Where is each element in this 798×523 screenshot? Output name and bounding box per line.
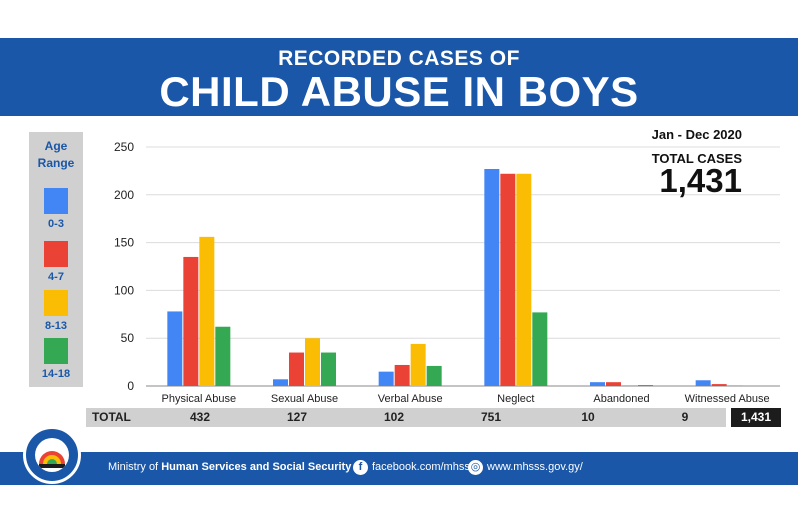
x-tick-label: Neglect [497,393,534,405]
grand-total: 1,431 [731,408,781,427]
website-link[interactable]: www.mhsss.gov.gy/ [487,461,583,473]
bar-neglect-14-18 [532,312,548,386]
bar-neglect-4-7 [500,173,516,386]
bar-physical-abuse-0-3 [167,311,183,386]
bar-physical-abuse-8-13 [199,236,215,386]
bar-sexual-abuse-4-7 [289,352,304,386]
ministry-seal-logo [23,426,81,484]
legend-swatch-8-13 [44,290,68,316]
seal-emblem [35,438,69,472]
facebook-link[interactable]: facebook.com/mhssgy [372,461,482,473]
legend-swatch-14-18 [44,338,68,364]
age-range-legend: Age Range 0-3 4-7 8-13 14-18 [29,132,83,387]
y-tick-label: 200 [114,188,134,202]
legend-swatch-4-7 [44,241,68,267]
bar-verbal-abuse-8-13 [410,343,426,386]
globe-icon: ◎ [468,460,483,475]
bar-verbal-abuse-14-18 [426,365,442,386]
bar-witnessed-abuse-8-13 [727,385,743,386]
legend-label-4-7: 4-7 [48,271,64,283]
bar-chart: 0 50 100 150 200 250 Physical Abuse Sexual Abus… [114,140,780,405]
ministry-prefix: Ministry of [108,461,162,473]
total-sexual-abuse: 127 [286,410,308,424]
title-line-1: RECORDED CASES OF [278,47,520,70]
y-tick-label: 100 [114,283,134,297]
legend-label-8-13: 8-13 [44,320,68,332]
legend-swatch-0-3 [44,188,68,214]
y-tick-label: 150 [114,236,134,250]
x-tick-label: Sexual Abuse [271,393,338,405]
ministry-title: Human Services and Social Security [161,461,352,473]
bar-sexual-abuse-14-18 [321,352,336,386]
bar-abandoned-14-18 [638,385,653,386]
y-tick-label: 50 [121,331,135,345]
x-tick-label: Abandoned [593,393,649,405]
legend-label-14-18: 14-18 [41,368,71,380]
facebook-icon: f [353,460,368,475]
footer-bar: Ministry of Human Services and Social Se… [0,452,798,485]
legend-label-0-3: 0-3 [48,218,64,230]
legend-title: Age Range [37,139,75,170]
total-neglect: 751 [480,410,502,424]
bar-abandoned-0-3 [590,382,605,386]
total-verbal-abuse: 102 [383,410,405,424]
x-tick-label: Physical Abuse [162,393,237,405]
bar-physical-abuse-4-7 [183,256,199,386]
bar-verbal-abuse-4-7 [394,364,410,386]
title-line-2: CHILD ABUSE IN BOYS [159,68,639,115]
bar-witnessed-abuse-0-3 [695,380,711,386]
ministry-name: Ministry of Human Services and Social Se… [108,461,351,473]
bar-neglect-0-3 [484,168,500,386]
bar-witnessed-abuse-4-7 [711,384,727,386]
y-tick-label: 0 [127,379,134,393]
y-tick-label: 250 [114,140,134,154]
totals-label: TOTAL [92,410,131,424]
bar-abandoned-4-7 [606,382,621,386]
total-abandoned: 10 [581,410,595,424]
total-physical-abuse: 432 [189,410,211,424]
x-tick-label: Verbal Abuse [378,393,443,405]
x-tick-label: Witnessed Abuse [685,393,770,405]
bar-verbal-abuse-0-3 [378,371,394,386]
bar-abandoned-8-13 [622,385,637,386]
totals-row: TOTAL 432 127 102 751 10 9 [86,408,726,427]
total-cases-label: TOTAL CASES [651,151,742,166]
bar-sexual-abuse-8-13 [305,338,320,386]
total-witnessed-abuse: 9 [681,410,689,424]
title-banner: RECORDED CASES OF CHILD ABUSE IN BOYS [0,38,798,116]
period-label: Jan - Dec 2020 [651,127,742,142]
bar-sexual-abuse-0-3 [273,379,288,386]
total-cases-value: 1,431 [659,162,742,199]
bar-neglect-8-13 [516,173,532,386]
bar-physical-abuse-14-18 [215,326,231,386]
